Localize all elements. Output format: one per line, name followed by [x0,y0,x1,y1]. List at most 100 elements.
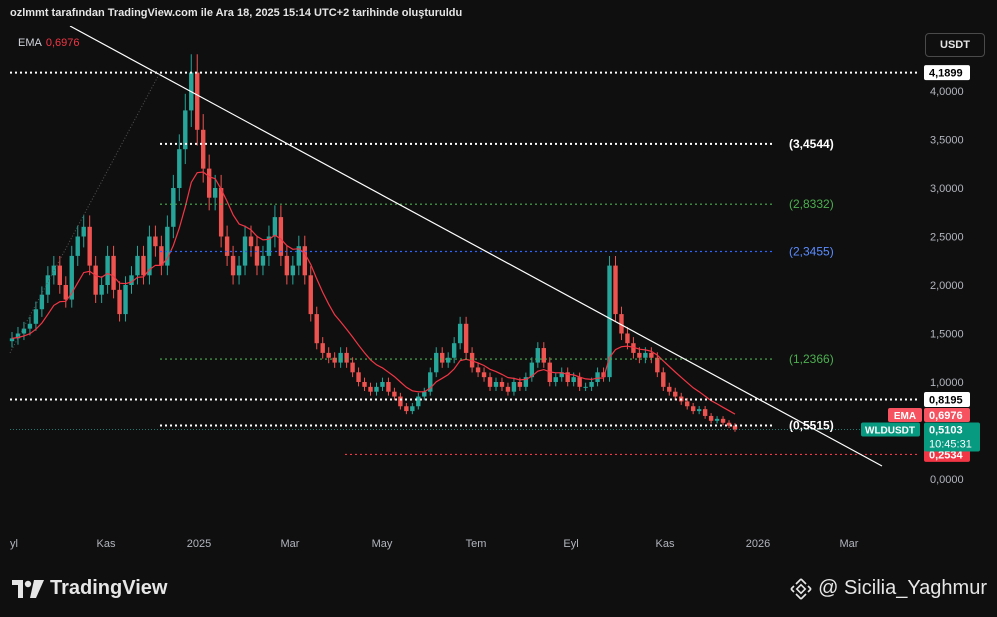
candle-body [643,352,648,358]
candle-body [171,188,176,227]
candle-body [248,236,254,247]
time-tick-label: Mar [840,538,859,550]
candle-body [117,289,122,315]
candle-body [278,217,284,256]
tradingview-logo[interactable]: TradingView [12,577,167,600]
candle-body [141,255,146,276]
ema-legend[interactable]: EMA 0,6976 [18,37,80,49]
candle-body [272,217,278,237]
candle-body [87,226,92,266]
ema-line [11,171,736,415]
candle-body [33,309,39,324]
candle-body [69,255,74,300]
chart-area[interactable]: 4,0000 3,5000 3,0000 2,5000 2,0000 1,5000 1,00… [0,26,997,559]
last-price-countdown: 10:45:31 [929,439,972,451]
candle-body [147,236,152,276]
time-tick-label: Mar [281,538,300,550]
time-tick-label: Kas [656,538,675,550]
candle-body [631,343,636,353]
candle-body [469,352,475,368]
candle-body [481,372,487,378]
price-tick-label: 0,0000 [930,474,964,486]
binance-icon [790,577,812,600]
last-price-tag-bg [924,422,980,452]
tag-0-8195-text: 0,8195 [929,395,963,407]
candle-body [183,110,188,150]
candle-body [661,372,666,387]
candle-body [57,265,63,285]
ema-tag-value-bg [924,407,970,422]
candle-body [326,352,331,358]
price-chart[interactable]: 4,0000 3,5000 3,0000 2,5000 2,0000 1,5000 1,00… [0,26,997,559]
candle-body [487,377,493,387]
candle-body [135,255,140,276]
candle-body [123,285,128,315]
brand-name: TradingView [50,577,168,599]
candle-body [559,372,564,378]
candle-body [9,338,15,342]
candle-body [493,382,499,387]
level-label: (0,5515) [789,419,834,433]
price-tick-label: 1,5000 [930,329,964,341]
candle-body [422,391,427,397]
level-label: (1,2366) [789,352,834,366]
tag-0-2534-text: 0,2534 [929,449,964,461]
candle-body [457,323,463,344]
candle-body [410,406,415,412]
candle-body [625,333,630,344]
candle-body [702,409,708,416]
price-tick-label: 2,0000 [930,280,964,292]
candle-body [637,352,642,358]
candle-body [511,382,517,392]
candle-body [21,328,27,334]
candle-body [165,226,170,266]
candle-body [428,372,433,392]
candle-body [440,352,445,363]
candle-body [177,149,182,188]
footer: TradingView @ Sicilia_Yaghmur [0,559,997,617]
candle-body [338,352,343,363]
candle-body [308,275,313,315]
candle-body [601,372,606,378]
candle-body [356,372,361,382]
candle-body [224,236,230,256]
ema-legend-value: 0,6976 [45,37,80,49]
candle-body [708,415,714,421]
time-tick-label: 2026 [746,538,770,550]
candle-body [218,188,224,237]
candle-body [266,236,272,256]
candle-body [583,386,588,388]
candle-body [649,352,654,358]
candle-body [732,425,738,430]
time-tick-label: 2025 [187,538,211,550]
candle-body [260,255,266,266]
candle-body [720,418,726,423]
currency-button[interactable]: USDT [925,33,985,57]
candle-body [129,275,134,285]
level-label: (2,3455) [789,244,834,258]
chart-header: ozlmmt tarafından TradingView.com ile Ar… [0,0,997,26]
candle-body [523,377,529,387]
candle-body [206,168,212,198]
trend-line[interactable] [69,26,883,467]
candle-body [362,382,367,387]
candle-body [254,246,260,266]
tag-high-bg [924,65,970,81]
price-tick-label: 4,0000 [930,86,964,98]
price-tick-label: 2,5000 [930,232,964,244]
level-label: (3,4544) [789,137,834,151]
candle-body [302,246,307,276]
candle-body [39,294,45,310]
candle-body [714,418,720,421]
candle-body [290,265,296,276]
candle-body [673,391,678,397]
candle-body [386,382,391,392]
time-tick-label: Kas [97,538,116,550]
ema-tag-value: 0,6976 [929,410,963,422]
candle-body [344,352,349,363]
time-tick-label: May [372,538,393,550]
candle-body [320,343,325,353]
watermark-text: @ Sicilia_Yaghmur [818,577,987,599]
candle-body [595,372,600,382]
ema-tag-name-bg [888,407,922,422]
